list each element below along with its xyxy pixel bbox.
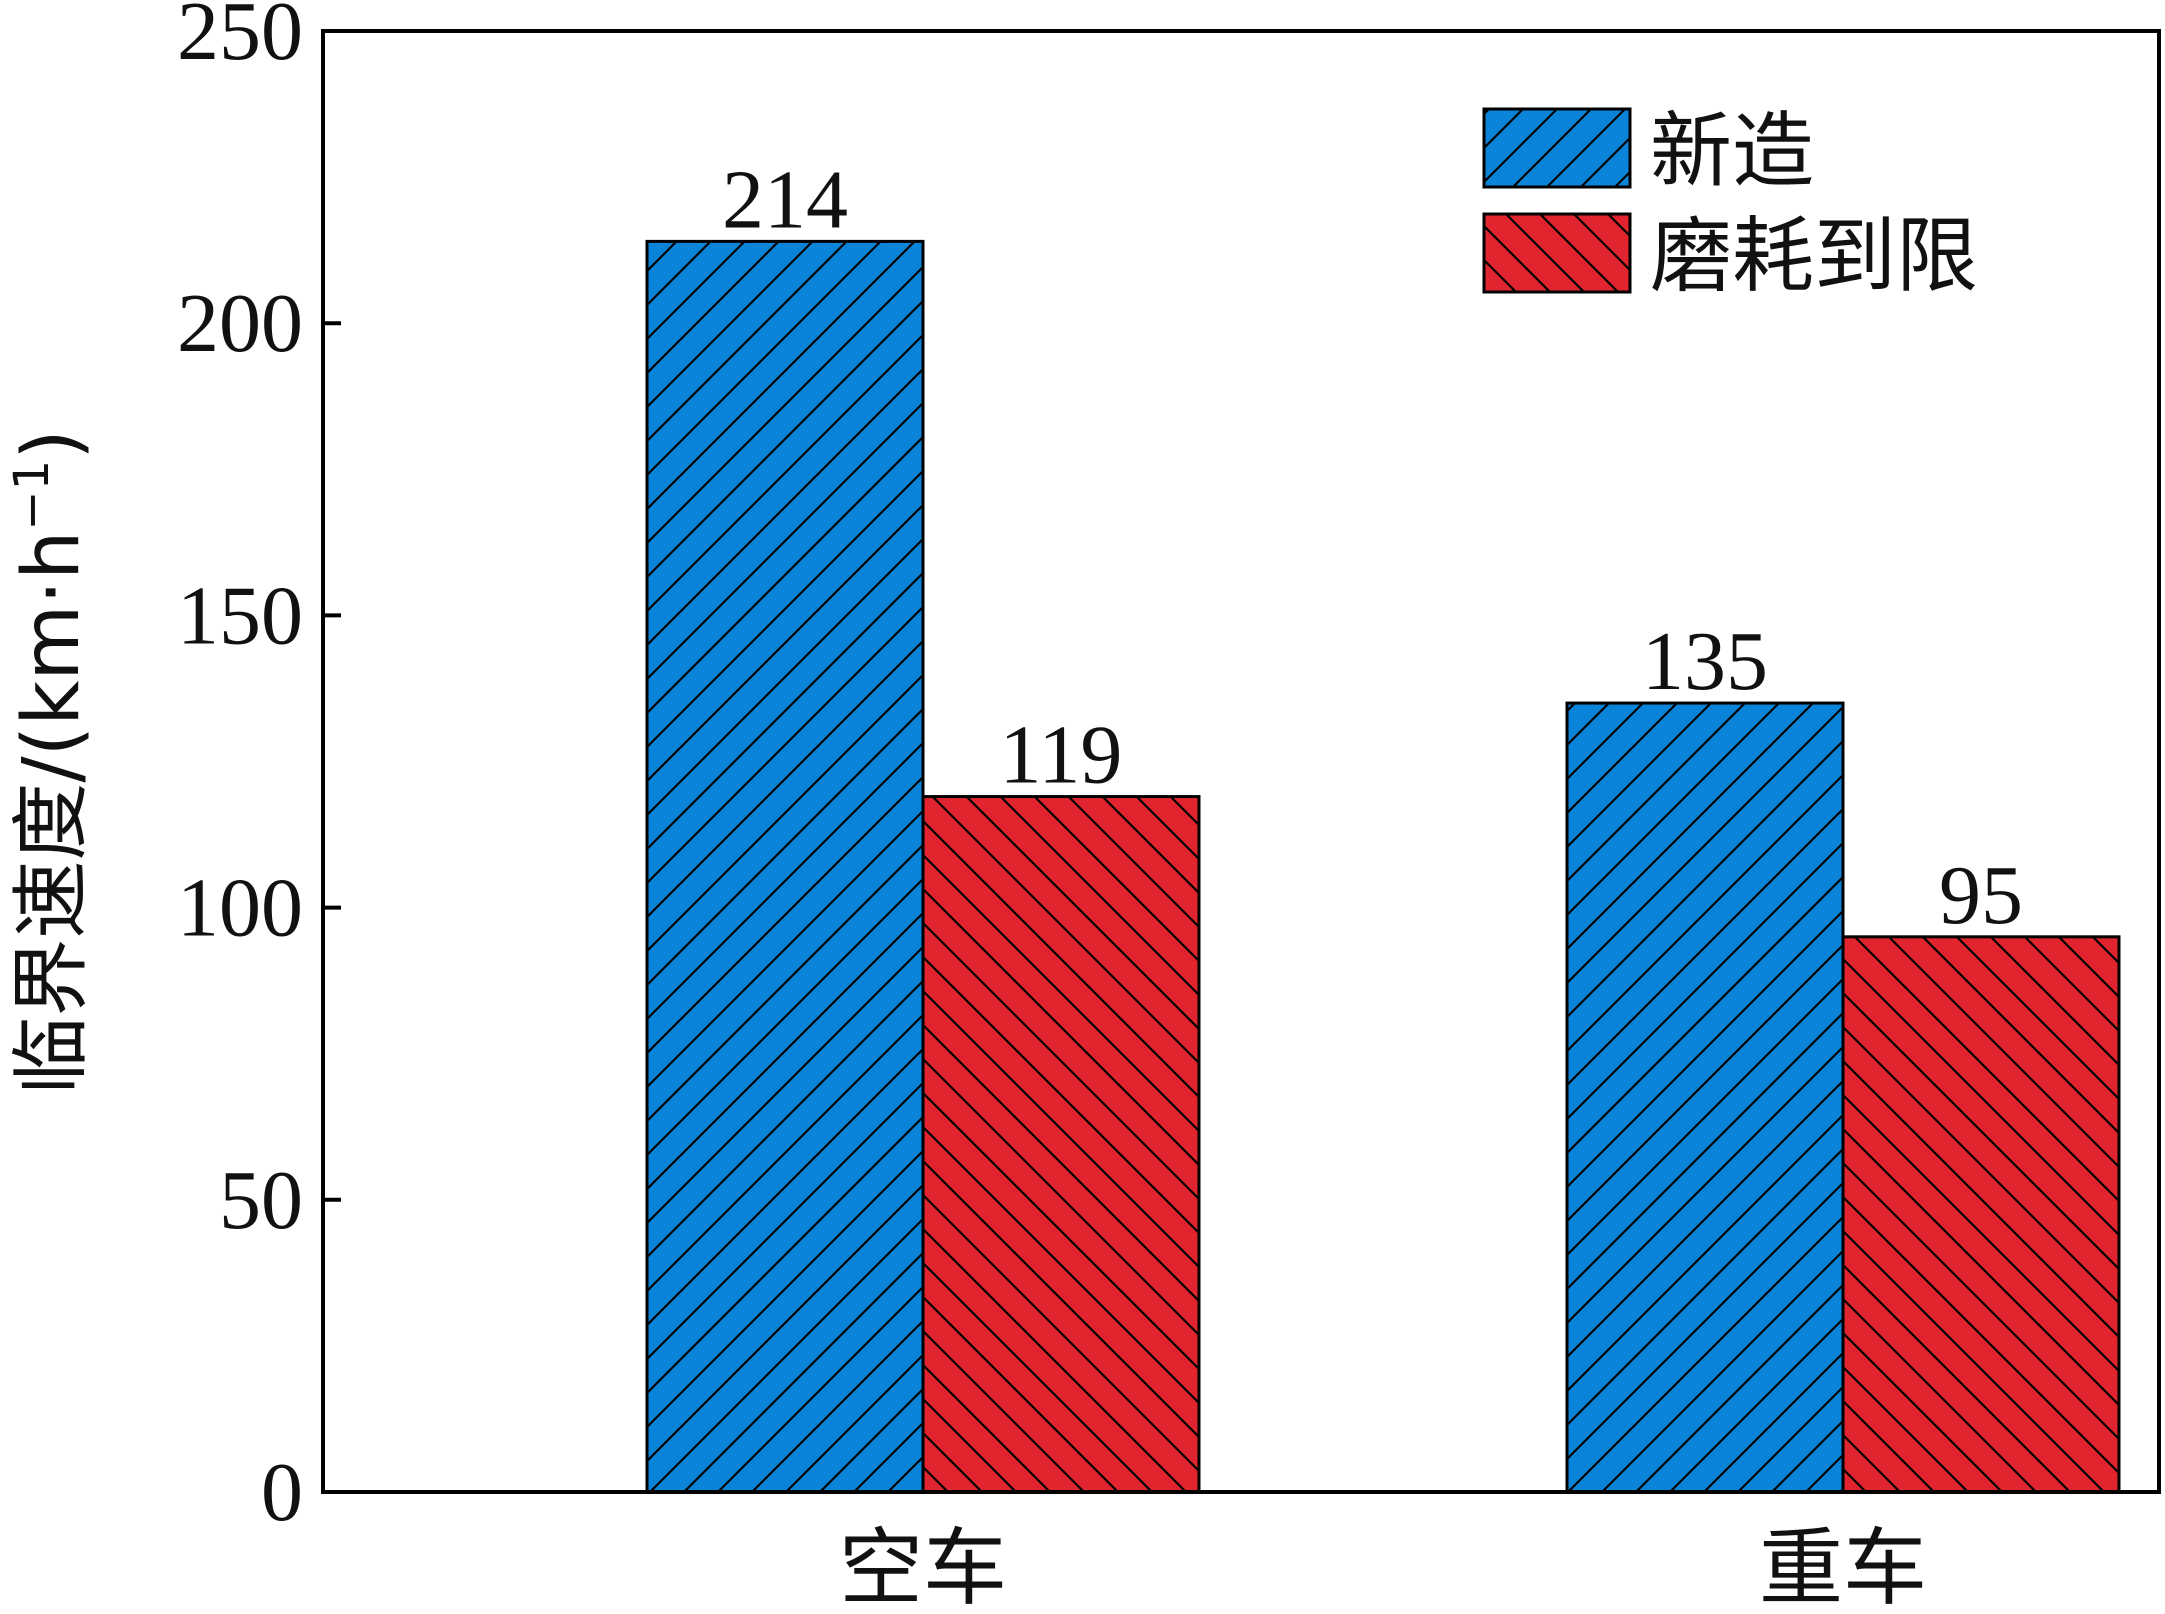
- y-axis-title: 临界速度/(km·h−1): [4, 429, 97, 1094]
- y-axis-title-exponent: −1: [4, 460, 60, 531]
- data-labels-layer: 214 119 135 95: [722, 153, 2023, 941]
- data-label-1-0: 135: [1642, 615, 1768, 708]
- y-tick-label-5: 250: [177, 0, 303, 78]
- plot-frame: [321, 29, 2161, 1494]
- y-axis-title-close: ): [7, 429, 97, 459]
- y-tick-label-1: 50: [219, 1154, 303, 1247]
- legend-swatch-hatch-0: [1484, 109, 1630, 187]
- bar-hatch-1-0: [1567, 703, 1843, 1492]
- x-tick-label-1: 重车: [1759, 1519, 1927, 1614]
- y-tick-label-0: 0: [261, 1446, 303, 1539]
- x-tick-label-0: 空车: [839, 1519, 1007, 1614]
- x-axis: 空车 重车: [839, 1519, 1927, 1614]
- bar-hatch-0-0: [647, 241, 923, 1492]
- bars-layer: [645, 239, 2121, 1494]
- y-tick-label-3: 150: [177, 569, 303, 662]
- legend-swatch-outline-0: [1482, 107, 1632, 189]
- legend-swatch-hatch-1: [1484, 214, 1630, 292]
- bar-hatch-0-1: [923, 796, 1199, 1492]
- data-label-1-1: 95: [1939, 849, 2023, 942]
- legend-label-1: 磨耗到限: [1650, 209, 1978, 304]
- legend-swatch-outline-1: [1482, 212, 1632, 294]
- bar-hatch-1-1: [1843, 936, 2119, 1492]
- y-axis: 0 50 100 150 200 250: [177, 0, 341, 1539]
- y-tick-label-4: 200: [177, 277, 303, 370]
- legend-label-0: 新造: [1650, 104, 1814, 199]
- data-label-0-0: 214: [722, 153, 848, 246]
- y-axis-title-main: 临界速度/(km·h: [7, 531, 97, 1095]
- y-tick-label-2: 100: [177, 862, 303, 955]
- data-label-0-1: 119: [1000, 709, 1123, 802]
